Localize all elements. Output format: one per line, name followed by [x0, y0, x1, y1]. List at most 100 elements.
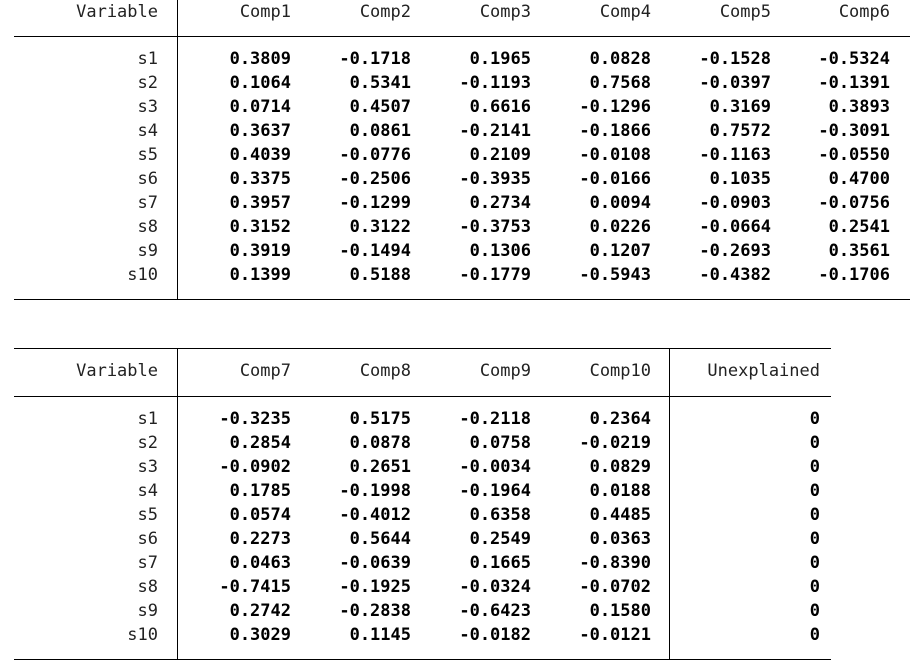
table-cell: 0.3029	[229, 625, 291, 645]
table-cell: 0.0861	[349, 121, 411, 141]
row-variable-label: s10	[127, 625, 158, 645]
row-variable-label: s9	[137, 241, 158, 261]
table-cell: 0.3809	[229, 49, 291, 69]
header-rule	[14, 396, 831, 397]
table-cell: -0.2141	[459, 121, 531, 141]
table-cell: -0.3091	[818, 121, 890, 141]
row-variable-label: s3	[137, 457, 158, 477]
loadings-table-1: Variable Comp1 Comp2 Comp3 Comp4 Comp5 Comp6 s1…	[14, 0, 910, 302]
table-cell: 0.2651	[349, 457, 411, 477]
column-divider	[177, 348, 178, 660]
table-top-rule	[14, 348, 831, 349]
row-variable-label: s7	[137, 553, 158, 573]
row-variable-label: s2	[137, 433, 158, 453]
table-cell: 0	[809, 457, 820, 477]
table-cell: 0.5644	[349, 529, 411, 549]
table-cell: -0.1998	[339, 481, 411, 501]
table-cell: 0.7568	[589, 73, 651, 93]
table-bottom-rule	[14, 299, 910, 300]
column-header: Comp1	[239, 2, 291, 22]
table-cell: 0.2742	[229, 601, 291, 621]
table-cell: 0.1207	[589, 241, 651, 261]
column-header: Comp3	[479, 2, 531, 22]
table-cell: -0.1391	[818, 73, 890, 93]
table-cell: 0.0188	[589, 481, 651, 501]
table-cell: -0.0902	[219, 457, 291, 477]
table-cell: -0.1193	[459, 73, 531, 93]
table-cell: -0.1163	[699, 145, 771, 165]
table-cell: -0.1296	[579, 97, 651, 117]
table-cell: -0.3753	[459, 217, 531, 237]
column-header: Comp6	[838, 2, 890, 22]
table-cell: 0.2549	[469, 529, 531, 549]
row-variable-label: s10	[127, 265, 158, 285]
row-variable-label: s5	[137, 145, 158, 165]
table-cell: 0.0829	[589, 457, 651, 477]
table-cell: -0.2838	[339, 601, 411, 621]
row-variable-label: s1	[137, 49, 158, 69]
table-cell: 0	[809, 553, 820, 573]
row-variable-label: s3	[137, 97, 158, 117]
column-header: Unexplained	[707, 361, 820, 381]
table-cell: 0.1399	[229, 265, 291, 285]
table-cell: 0.3919	[229, 241, 291, 261]
column-header: Comp8	[359, 361, 411, 381]
table-cell: 0.0714	[229, 97, 291, 117]
variable-column-header: Variable	[76, 361, 158, 381]
table-cell: -0.2118	[459, 409, 531, 429]
table-bottom-rule	[14, 659, 831, 660]
table-cell: 0.3375	[229, 169, 291, 189]
table-cell: 0	[809, 433, 820, 453]
table-cell: -0.1866	[579, 121, 651, 141]
table-cell: -0.1706	[818, 265, 890, 285]
column-header: Comp10	[589, 361, 651, 381]
table-cell: -0.0397	[699, 73, 771, 93]
row-variable-label: s2	[137, 73, 158, 93]
table-cell: -0.1299	[339, 193, 411, 213]
table-cell: 0.2541	[828, 217, 890, 237]
table-cell: 0.5175	[349, 409, 411, 429]
table-cell: 0.0363	[589, 529, 651, 549]
table-cell: 0.5188	[349, 265, 411, 285]
table-cell: -0.1925	[339, 577, 411, 597]
table-cell: 0.1064	[229, 73, 291, 93]
table-cell: -0.0121	[579, 625, 651, 645]
table-cell: -0.1494	[339, 241, 411, 261]
table-cell: -0.1528	[699, 49, 771, 69]
table-cell: -0.0219	[579, 433, 651, 453]
table-cell: 0.3122	[349, 217, 411, 237]
table-cell: 0.7572	[709, 121, 771, 141]
table-cell: -0.0776	[339, 145, 411, 165]
table-cell: 0.0574	[229, 505, 291, 525]
row-variable-label: s5	[137, 505, 158, 525]
variable-column-header: Variable	[76, 2, 158, 22]
table-cell: 0.3893	[828, 97, 890, 117]
table-cell: -0.5324	[818, 49, 890, 69]
column-header: Comp2	[359, 2, 411, 22]
table-cell: 0	[809, 577, 820, 597]
table-cell: -0.1964	[459, 481, 531, 501]
table-cell: 0.0878	[349, 433, 411, 453]
table-cell: -0.6423	[459, 601, 531, 621]
table-cell: -0.2693	[699, 241, 771, 261]
row-variable-label: s1	[137, 409, 158, 429]
table-cell: 0.2364	[589, 409, 651, 429]
table-cell: -0.3235	[219, 409, 291, 429]
table-cell: 0.2734	[469, 193, 531, 213]
table-cell: 0.2109	[469, 145, 531, 165]
table-cell: -0.0550	[818, 145, 890, 165]
table-cell: -0.8390	[579, 553, 651, 573]
row-variable-label: s6	[137, 529, 158, 549]
table-cell: 0.1785	[229, 481, 291, 501]
table-cell: -0.4012	[339, 505, 411, 525]
table-cell: -0.0324	[459, 577, 531, 597]
table-cell: -0.5943	[579, 265, 651, 285]
table-cell: 0.0463	[229, 553, 291, 573]
row-variable-label: s4	[137, 121, 158, 141]
table-cell: 0.1580	[589, 601, 651, 621]
loadings-table-2: Variable Comp7 Comp8 Comp9 Comp10 Unexplained…	[14, 348, 831, 661]
table-cell: 0.1665	[469, 553, 531, 573]
table-cell: 0.1035	[709, 169, 771, 189]
table-cell: 0.6358	[469, 505, 531, 525]
table-cell: 0.0094	[589, 193, 651, 213]
